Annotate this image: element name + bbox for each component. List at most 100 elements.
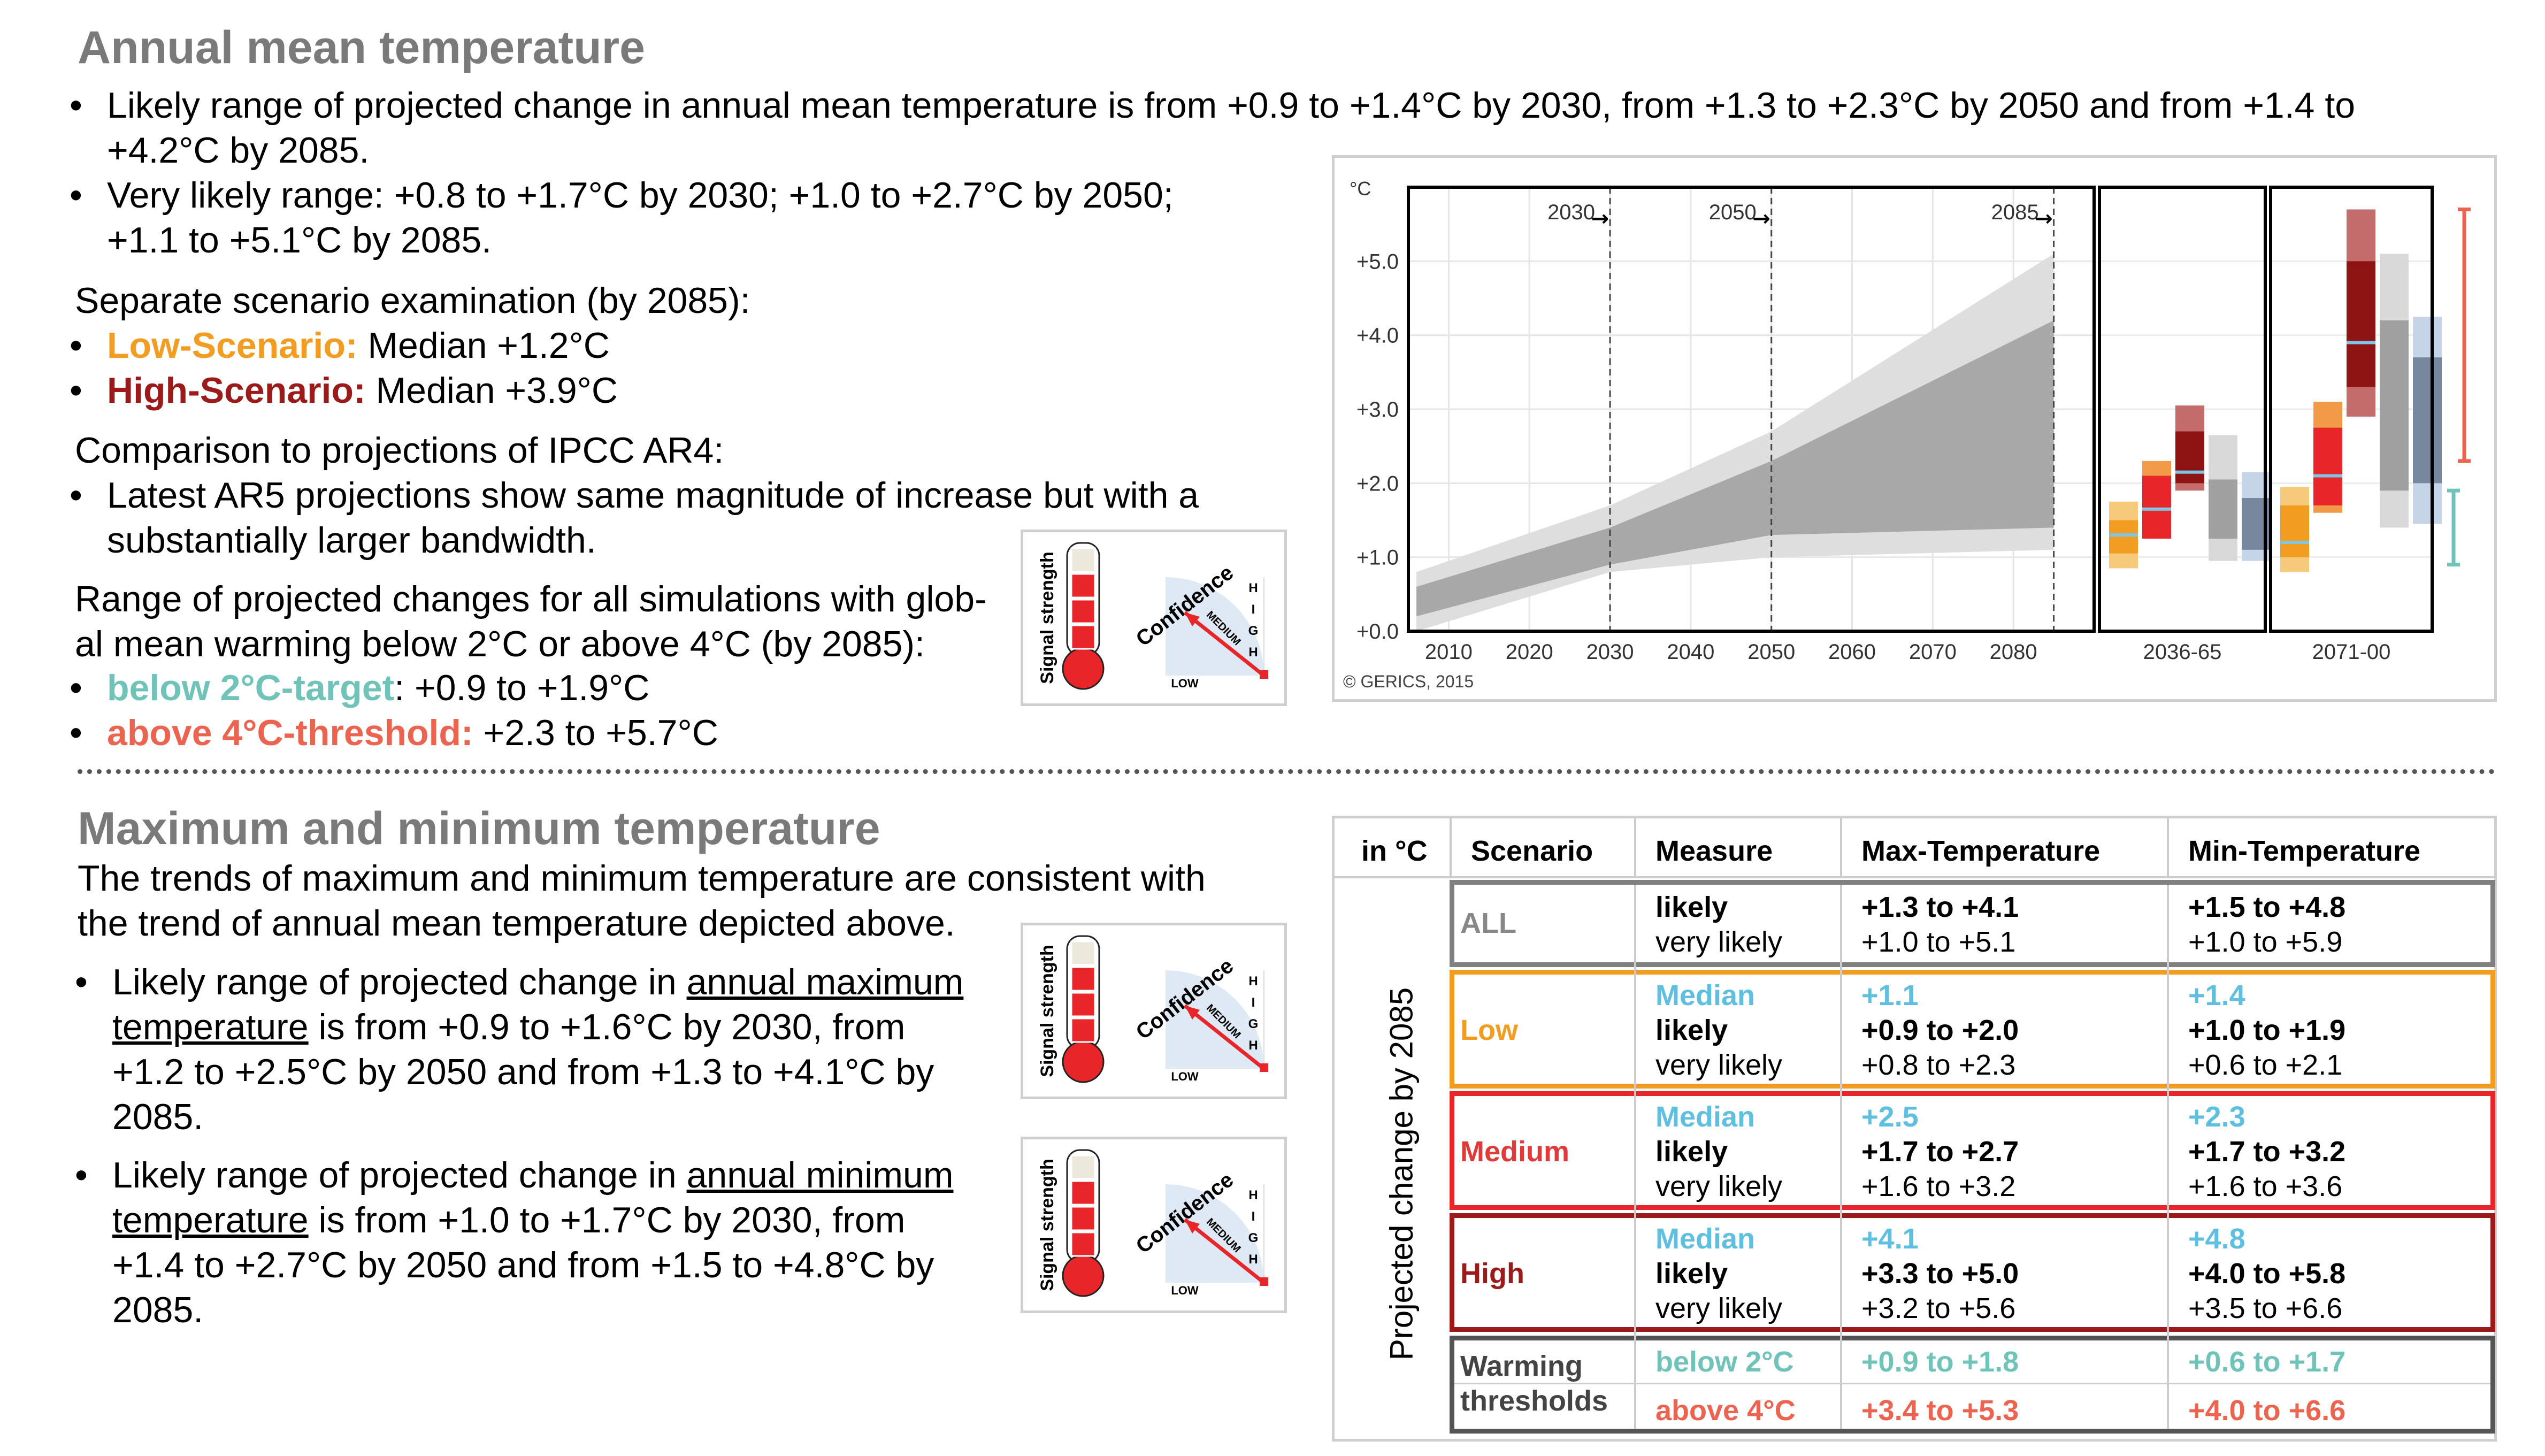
row-above-4c-min: +4.0 to +6.6: [2188, 1394, 2346, 1427]
confidence-high-letter: I: [1252, 995, 1255, 1010]
x-tick-label: 2070: [1909, 640, 1957, 664]
confidence-dial: [1166, 577, 1264, 676]
row-above-4c-max: +3.4 to +5.3: [1861, 1394, 2019, 1427]
range-heading: Range of projected changes for all simul…: [75, 579, 987, 664]
row-below-2c-max: +0.9 to +1.8: [1861, 1346, 2019, 1378]
y-tick-label: +1.0: [1356, 546, 1399, 570]
row-medium-very-likely: very likely: [1655, 1170, 1783, 1202]
row-high-max-very-likely: +3.2 to +5.6: [1861, 1292, 2016, 1324]
row-thresholds-label-2: thresholds: [1460, 1385, 1608, 1417]
row-all-very-likely: very likely: [1655, 926, 1783, 958]
box-inner-low: [2280, 505, 2309, 557]
section-divider: [78, 769, 2495, 774]
row-below-2c-label: below 2°C: [1655, 1346, 1794, 1378]
signal-strength-label: Signal strength: [1037, 1159, 1057, 1291]
projection-table: in °C Scenario Measure Max-Temperature M…: [1332, 816, 2497, 1442]
row-low-scenario: Low: [1460, 1014, 1518, 1046]
thermometer-bulb: [1062, 647, 1105, 690]
thermometer-segment: [1070, 599, 1096, 624]
panel-frame: [2269, 186, 2434, 633]
row-all: [1450, 880, 2495, 967]
thermometer-segment: [1070, 1206, 1096, 1231]
y-tick-label: +0.0: [1356, 620, 1399, 643]
confidence-high-letter: H: [1248, 974, 1258, 988]
row-high-min-very-likely: +3.5 to +6.6: [2188, 1292, 2343, 1324]
year-marker-label: 2085: [1991, 201, 2039, 224]
row-high-max-median: +4.1: [1861, 1223, 1919, 1255]
row-high-min-likely: +4.0 to +5.8: [2188, 1258, 2346, 1290]
row-high-scenario: High: [1460, 1258, 1524, 1290]
thermometer-segment: [1070, 547, 1096, 573]
box-inner-ar4: [2413, 357, 2442, 484]
box-inner-high: [2175, 431, 2204, 484]
thermometer-segment: [1070, 1017, 1096, 1043]
box-inner-medium: [2142, 476, 2171, 539]
side-label: Projected change by 2085: [1383, 987, 1420, 1361]
confidence-needle: [1183, 1004, 1266, 1070]
x-tick-label: 2050: [1747, 640, 1795, 664]
row-low-max-likely: +0.9 to +2.0: [1861, 1014, 2019, 1046]
header-measure: Measure: [1655, 835, 1773, 867]
row-high-min-median: +4.8: [2188, 1223, 2245, 1255]
row-medium-max-very-likely: +1.6 to +3.2: [1861, 1170, 2016, 1202]
x-tick-label: 2080: [1990, 640, 2037, 664]
year-marker-arrow: →: [1591, 206, 1609, 231]
x-tick-label: 2010: [1425, 640, 1473, 664]
confidence-low-label: LOW: [1171, 1284, 1199, 1297]
confidence-high-letter: H: [1248, 1252, 1258, 1267]
x-tick-label: 2020: [1506, 640, 1553, 664]
row-high-likely: likely: [1655, 1258, 1728, 1290]
box-inner-low: [2109, 520, 2138, 554]
x-tick-label: 2030: [1586, 640, 1634, 664]
row-all-max-likely: +1.3 to +4.1: [1861, 891, 2019, 923]
row-low-likely: likely: [1655, 1014, 1728, 1046]
row-high-very-likely: very likely: [1655, 1292, 1783, 1324]
year-marker-label: 2050: [1709, 201, 1757, 224]
row-thresholds-label-1: Warming: [1460, 1350, 1583, 1382]
row-medium-min-very-likely: +1.6 to +3.6: [2188, 1170, 2343, 1202]
row-high-median: Median: [1655, 1223, 1756, 1255]
row-medium-likely: likely: [1655, 1136, 1728, 1168]
row-medium-median: Median: [1655, 1101, 1756, 1133]
thermometer-segment: [1070, 940, 1096, 966]
row-all-max-very-likely: +1.0 to +5.1: [1861, 926, 2016, 958]
x-tick-label: 2060: [1828, 640, 1876, 664]
confidence-needle-head: [1185, 1006, 1200, 1020]
confidence-low-label: LOW: [1171, 677, 1199, 690]
confidence-high-letter: G: [1248, 1231, 1259, 1245]
confidence-high-letter: G: [1248, 624, 1259, 638]
thermometer-segment: [1070, 1180, 1096, 1206]
y-tick-label: +2.0: [1356, 472, 1399, 495]
row-low: [1450, 970, 2495, 1089]
chart-svg: +0.0 +1.0 +2.0 +3.0 +4.0 +5.0 2010 2020 2030 2040…: [1343, 178, 2471, 691]
row-medium: [1450, 1091, 2495, 1210]
box-inner-medium: [2313, 427, 2342, 505]
confidence-high-letter: H: [1248, 645, 1258, 660]
year-marker-arrow: →: [1752, 206, 1770, 231]
row-low-median: Median: [1655, 979, 1756, 1011]
row-below-2c-min: +0.6 to +1.7: [2188, 1346, 2346, 1378]
y-tick-label: +3.0: [1356, 398, 1399, 422]
temperature-projection-chart: +0.0 +1.0 +2.0 +3.0 +4.0 +5.0 2010 2020 2030 2040…: [1332, 155, 2497, 702]
year-marker-label: 2030: [1547, 201, 1595, 224]
confidence-dial: [1166, 970, 1264, 1069]
x-tick-label: 2040: [1667, 640, 1714, 664]
ipcc-comparison-heading: Comparison to projections of IPCC AR4:: [75, 430, 724, 471]
row-low-min-likely: +1.0 to +1.9: [2188, 1014, 2346, 1046]
max-min-intro: The trends of maximum and minimum temper…: [78, 858, 1206, 944]
confidence-high-letter: H: [1248, 1188, 1258, 1202]
confidence-high-letter: G: [1248, 1017, 1259, 1031]
thermometer-segment: [1070, 992, 1096, 1017]
row-all-min-very-likely: +1.0 to +5.9: [2188, 926, 2343, 958]
confidence-needle-head: [1185, 612, 1200, 626]
thermometer-segment: [1070, 1231, 1096, 1257]
row-low-max-median: +1.1: [1861, 979, 1919, 1011]
thermometer-segment: [1070, 624, 1096, 650]
row-above-4c-label: above 4°C: [1655, 1394, 1796, 1427]
signal-strength-label: Signal strength: [1037, 551, 1057, 684]
header-min-temp: Min-Temperature: [2188, 835, 2421, 867]
confidence-high-letter: I: [1252, 1209, 1255, 1224]
annual-mean-title: Annual mean temperature: [78, 22, 645, 73]
